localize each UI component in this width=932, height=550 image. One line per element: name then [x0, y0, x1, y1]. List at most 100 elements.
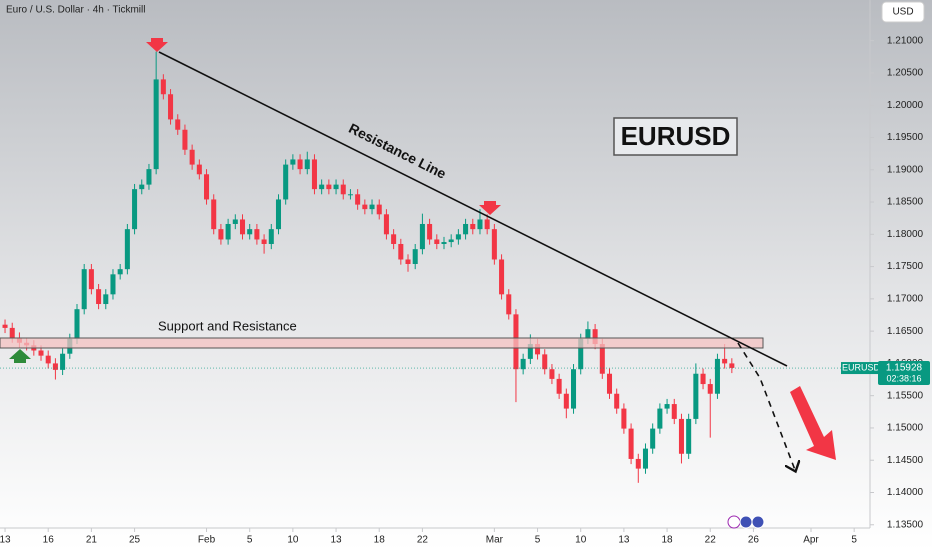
event-icon[interactable]: [751, 515, 765, 529]
y-tick-label: 1.15000: [887, 423, 924, 434]
event-icon[interactable]: [727, 515, 741, 529]
candle-body: [225, 223, 231, 240]
candle-body: [239, 219, 246, 235]
candle-body: [383, 214, 389, 235]
candle-body: [139, 184, 145, 190]
symbol-tag-label: EURUSD: [842, 362, 881, 372]
x-tick-label: 10: [287, 535, 299, 546]
candle-body: [117, 269, 123, 275]
candle-body: [621, 408, 627, 429]
candle-body: [283, 164, 289, 200]
y-tick-label: 1.14000: [887, 487, 924, 498]
candle-body: [204, 174, 210, 200]
candle-body: [419, 223, 425, 250]
candle-body: [463, 223, 469, 235]
candle-body: [254, 229, 260, 240]
x-tick-label: 10: [575, 535, 587, 546]
candle-body: [45, 355, 51, 364]
candle-body: [506, 294, 512, 315]
candle-body: [405, 259, 411, 264]
event-icon[interactable]: [739, 515, 753, 529]
candle-body: [614, 393, 620, 409]
candle-body: [535, 344, 541, 355]
candle-body: [542, 354, 548, 370]
candle-body: [686, 418, 692, 454]
candle-body: [319, 184, 325, 190]
candle-body: [168, 94, 174, 120]
candle-body: [578, 338, 584, 370]
symbol-box-label: EURUSD: [621, 121, 731, 151]
candle-body: [434, 239, 440, 244]
candle-body: [247, 229, 253, 235]
candle-body: [664, 404, 670, 409]
candle-body: [571, 369, 577, 409]
candle-body: [427, 223, 433, 240]
symbol-box: [613, 117, 738, 156]
candle-body: [9, 327, 15, 338]
x-tick-label: Mar: [486, 535, 504, 546]
candle-body: [60, 353, 66, 370]
y-tick-label: 1.19500: [887, 132, 924, 143]
candle-body: [232, 219, 238, 224]
candle-body: [556, 378, 562, 394]
candle-body: [527, 344, 533, 359]
y-tick-label: 1.16500: [887, 326, 924, 337]
y-tick-label: 1.14500: [887, 455, 924, 466]
x-tick-label: 13: [0, 535, 11, 546]
candle-body: [491, 229, 497, 260]
down-arrow: [479, 201, 501, 215]
candle-body: [218, 229, 224, 240]
x-tick-label: 18: [662, 535, 674, 546]
y-tick-label: 1.18000: [887, 229, 924, 240]
candle-body: [499, 259, 505, 295]
candle-body: [678, 418, 684, 454]
support-label: Support and Resistance: [158, 318, 297, 333]
x-tick-label: 25: [129, 535, 141, 546]
candle-body: [671, 404, 677, 419]
candle-body: [110, 274, 116, 295]
x-tick-label: 22: [705, 535, 717, 546]
candle-body: [693, 373, 699, 419]
candle-body: [599, 344, 605, 374]
candle-body: [2, 324, 8, 328]
x-tick-label: Feb: [198, 535, 216, 546]
price-tag: [878, 361, 930, 386]
x-tick-label: 21: [86, 535, 98, 546]
candle-body: [340, 184, 346, 195]
currency-label: USD: [892, 7, 913, 18]
candle-body: [642, 448, 649, 469]
currency-button[interactable]: [881, 1, 925, 23]
candle-body: [700, 373, 706, 385]
candle-body: [124, 229, 130, 270]
candle-body: [297, 159, 303, 170]
y-tick-label: 1.15500: [887, 390, 924, 401]
candle-body: [311, 159, 317, 190]
candle-body: [448, 239, 454, 243]
candle-body: [326, 184, 332, 190]
candle-body: [563, 393, 569, 409]
candle-body: [333, 184, 339, 190]
candle-body: [74, 309, 80, 339]
candle-body: [398, 243, 404, 260]
candle-body: [304, 159, 310, 170]
candle-body: [441, 242, 447, 244]
candle-body: [707, 384, 713, 394]
candle-body: [355, 194, 361, 205]
candle-body: [81, 269, 87, 310]
candle-body: [412, 249, 418, 264]
candle-body: [455, 234, 461, 240]
x-tick-label: 13: [618, 535, 630, 546]
x-tick-label: 18: [374, 535, 386, 546]
candle-body: [391, 234, 397, 244]
candle-body: [261, 239, 267, 244]
candle-body: [376, 204, 382, 215]
candle-body: [484, 219, 490, 230]
candle-body: [268, 229, 274, 244]
candle-body: [88, 269, 94, 290]
y-tick-label: 1.19000: [887, 164, 924, 175]
candle-body: [52, 363, 58, 370]
candle-body: [549, 369, 555, 379]
candle-body: [96, 289, 102, 305]
